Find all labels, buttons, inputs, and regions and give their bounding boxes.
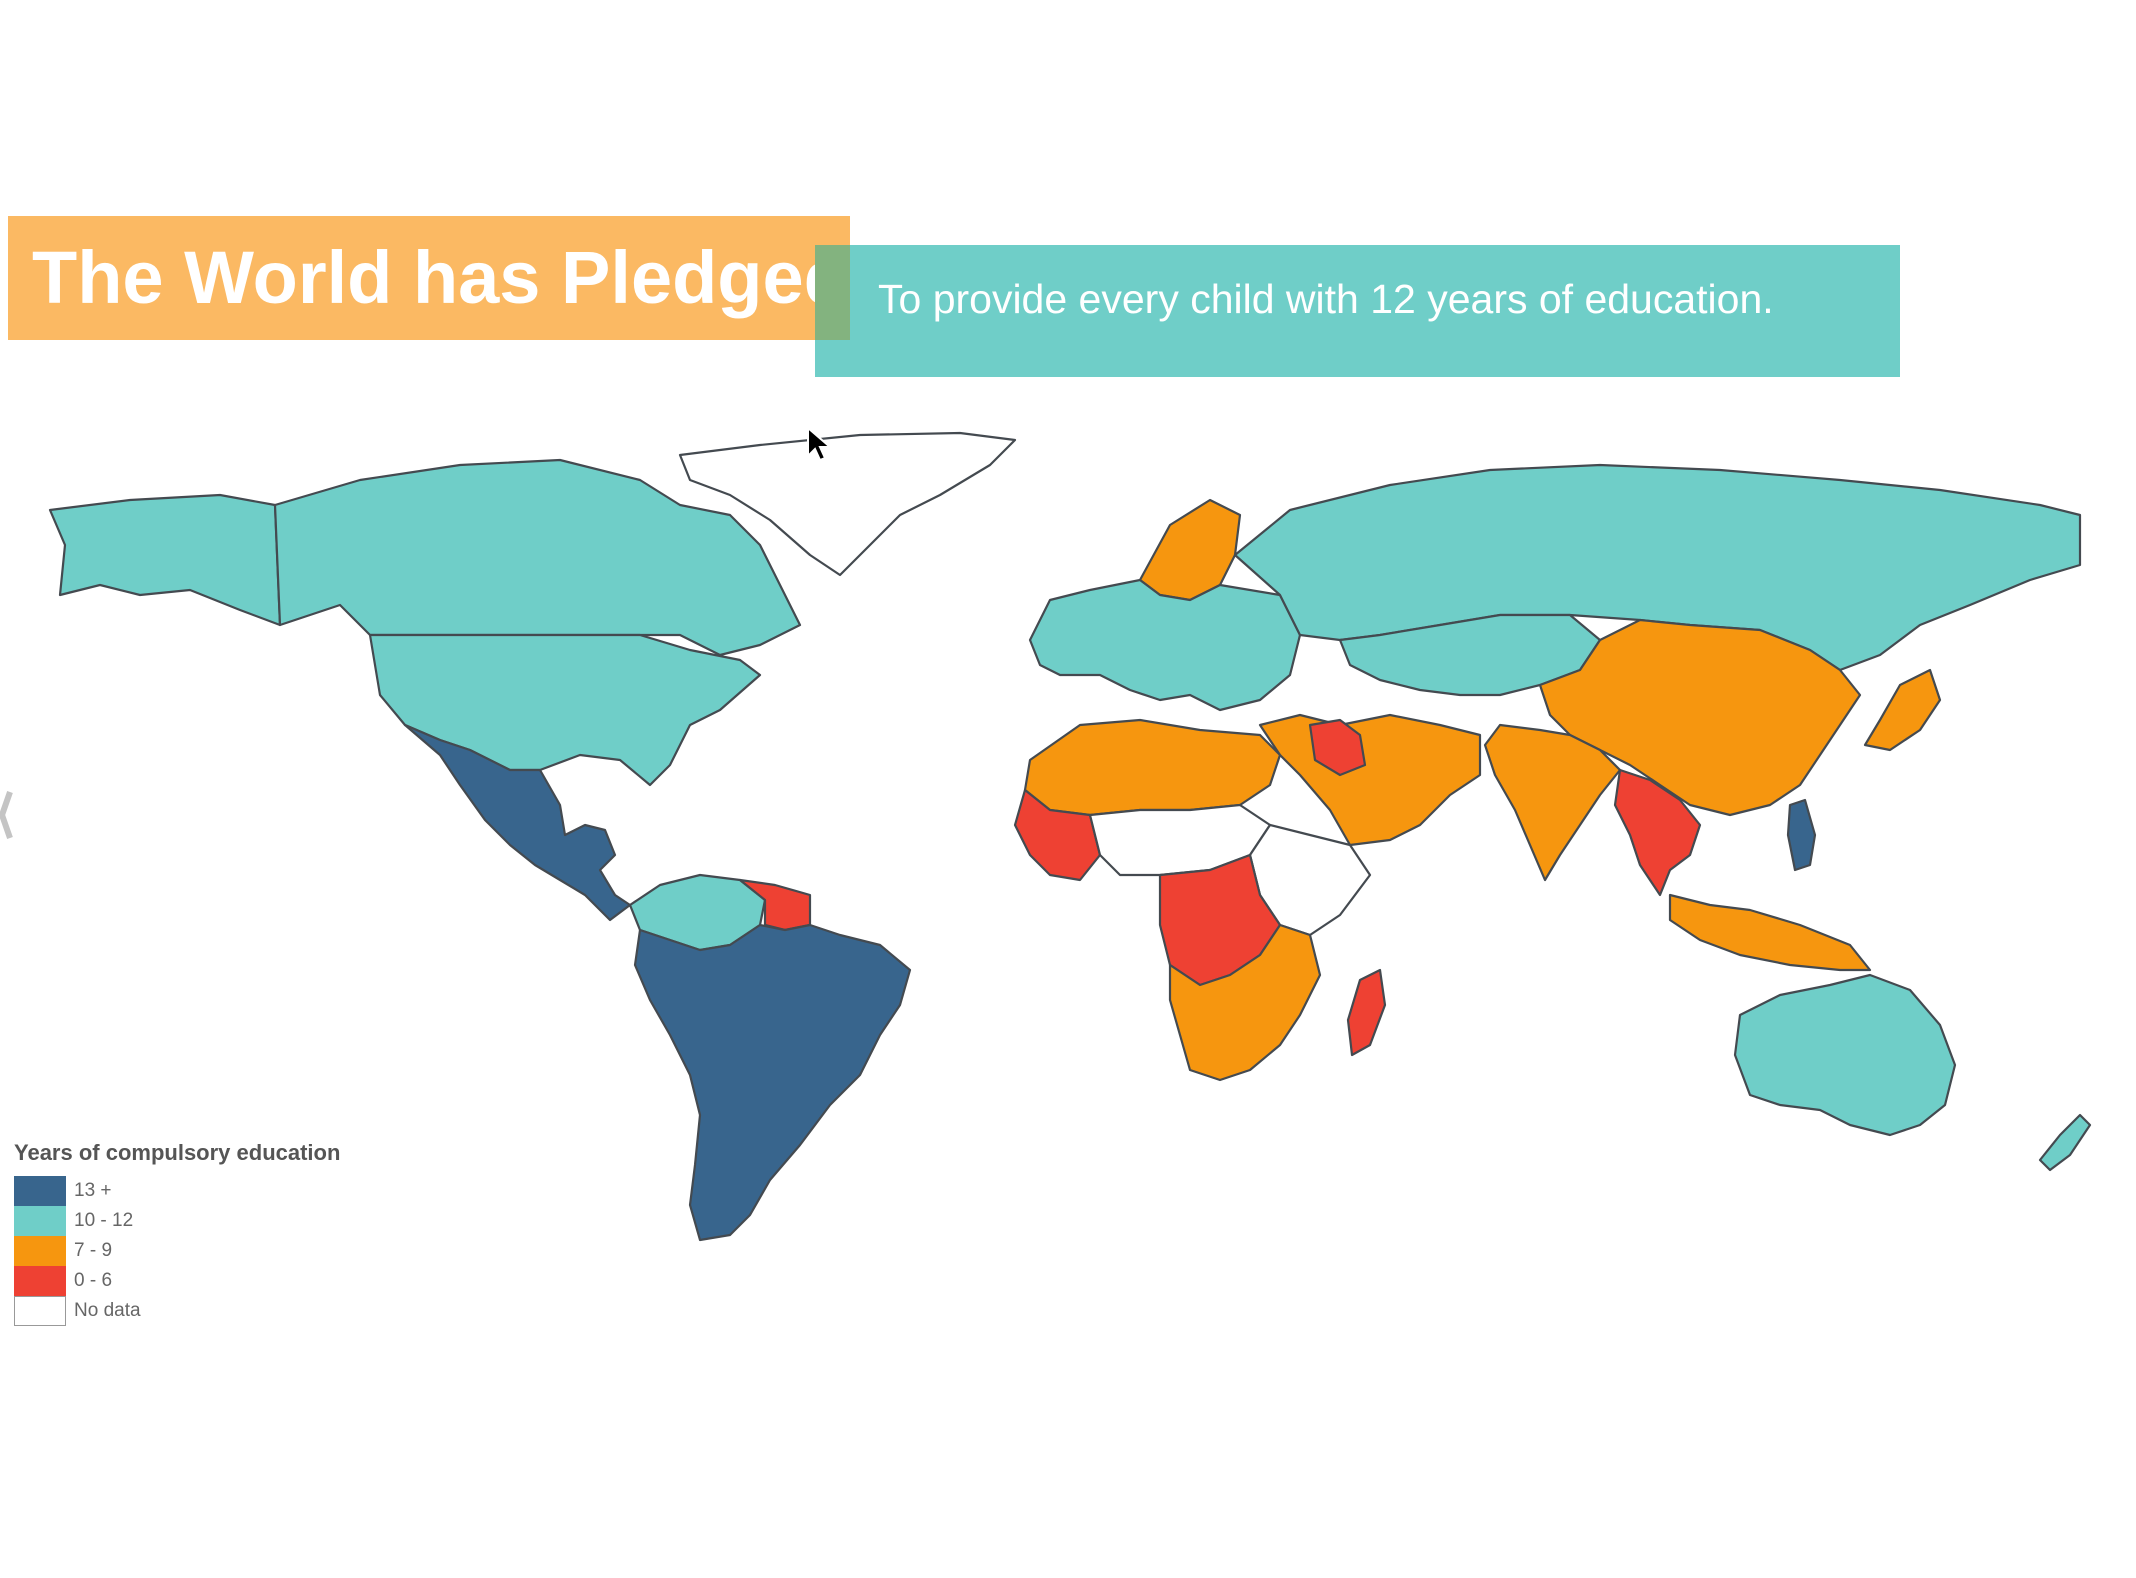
title-banner: The World has Pledged xyxy=(8,216,850,340)
region-new-zealand[interactable] xyxy=(2038,1113,2092,1172)
legend-item-7-9: 7 - 9 xyxy=(14,1236,434,1266)
legend-swatch xyxy=(14,1296,66,1326)
legend-swatch xyxy=(14,1266,66,1296)
region-madagascar[interactable] xyxy=(1346,968,1387,1057)
region-philippines[interactable] xyxy=(1786,798,1817,872)
legend-item-13-plus: 13 + xyxy=(14,1176,434,1206)
legend-title: Years of compulsory education xyxy=(14,1140,341,1165)
page-title: The World has Pledged xyxy=(32,236,849,319)
region-china[interactable] xyxy=(1538,618,1862,817)
region-middle-east[interactable] xyxy=(1258,713,1482,847)
legend-item-no-data: No data xyxy=(14,1296,434,1326)
region-alaska[interactable] xyxy=(48,493,282,627)
world-map xyxy=(40,425,2120,1255)
legend-item-0-6: 0 - 6 xyxy=(14,1266,434,1296)
mouse-cursor-icon xyxy=(807,426,832,462)
region-north-africa[interactable] xyxy=(1023,718,1282,817)
region-southern-africa[interactable] xyxy=(1168,923,1322,1082)
region-southeast-asia[interactable] xyxy=(1613,768,1702,897)
region-greenland[interactable] xyxy=(678,431,1017,577)
legend-label: 7 - 9 xyxy=(74,1240,113,1261)
legend-swatch xyxy=(14,1176,66,1206)
region-iraq[interactable] xyxy=(1308,718,1367,777)
banner-overlap xyxy=(815,245,850,340)
legend-label: 13 + xyxy=(74,1180,112,1201)
legend-swatch xyxy=(14,1206,66,1236)
legend: Years of compulsory education 13 + 10 - … xyxy=(14,1140,434,1326)
region-usa[interactable] xyxy=(368,633,762,787)
region-canada[interactable] xyxy=(273,458,802,657)
legend-label: No data xyxy=(74,1300,141,1321)
subtitle-banner: To provide every child with 12 years of … xyxy=(815,245,1900,377)
region-mexico-central-america[interactable] xyxy=(403,723,632,922)
page-subtitle: To provide every child with 12 years of … xyxy=(878,276,1774,322)
region-europe[interactable] xyxy=(1028,578,1302,712)
legend-item-10-12: 10 - 12 xyxy=(14,1206,434,1236)
region-south-america[interactable] xyxy=(633,923,912,1242)
previous-slide-icon[interactable] xyxy=(0,790,14,840)
legend-label: 0 - 6 xyxy=(74,1270,113,1291)
region-indonesia[interactable] xyxy=(1668,893,1872,972)
legend-label: 10 - 12 xyxy=(74,1210,134,1231)
region-west-africa[interactable] xyxy=(1013,788,1102,882)
region-japan[interactable] xyxy=(1863,668,1942,752)
legend-swatch xyxy=(14,1236,66,1266)
region-australia[interactable] xyxy=(1733,973,1957,1137)
region-india[interactable] xyxy=(1483,723,1622,882)
